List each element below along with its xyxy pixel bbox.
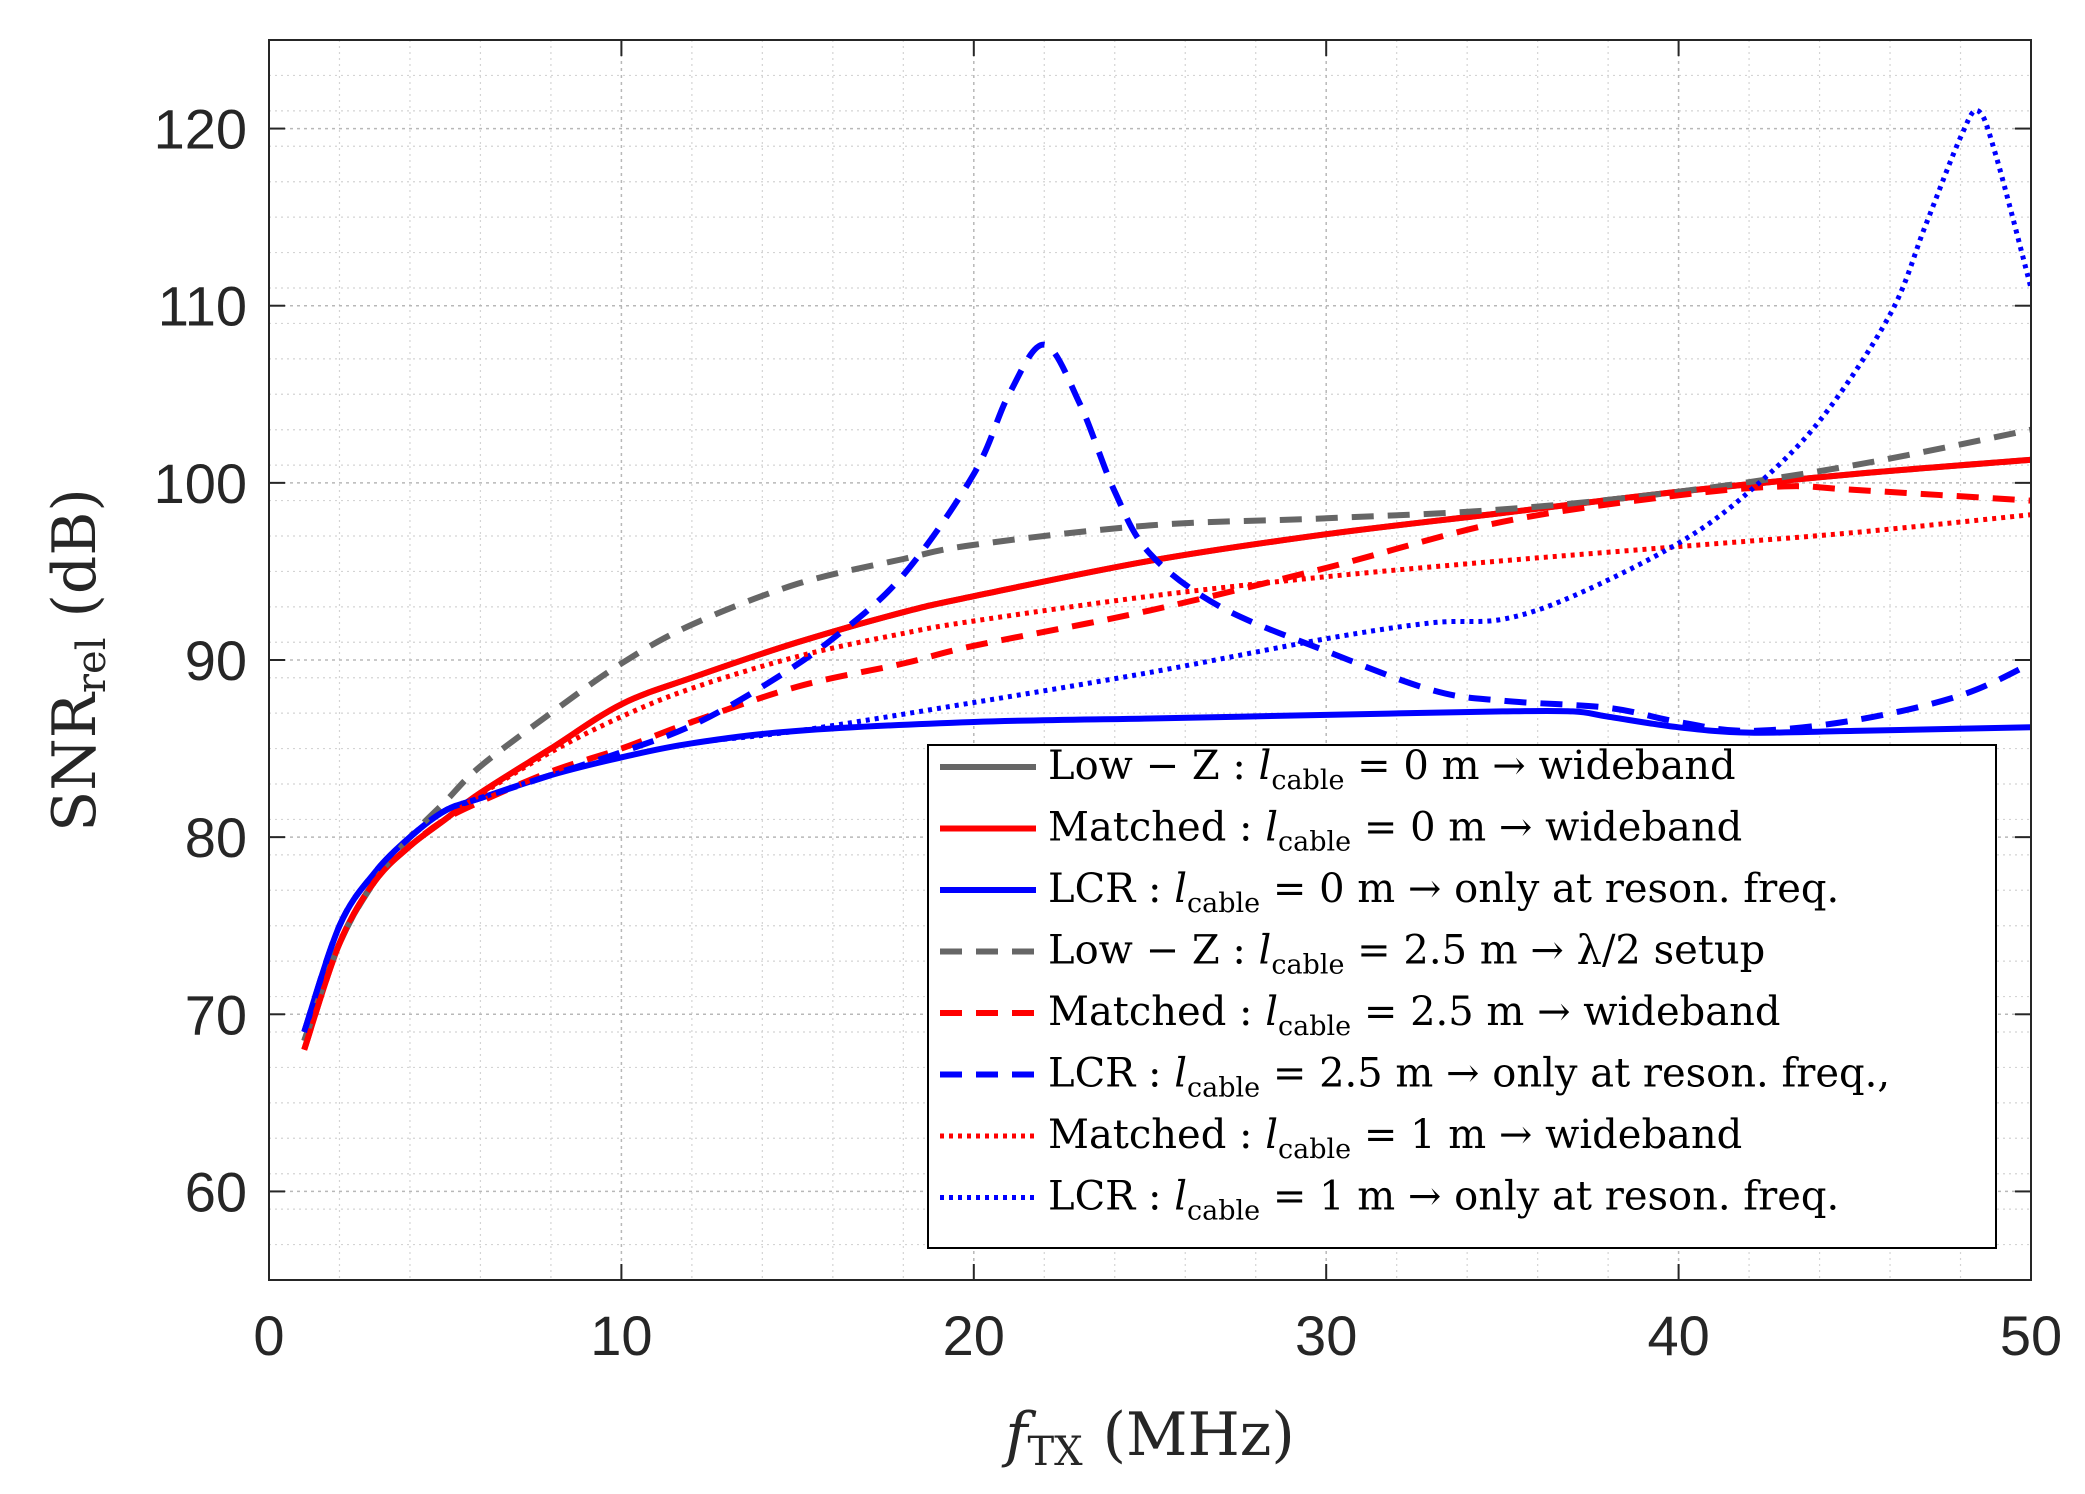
- legend-entry-8: LCR : lcable = 1 m → only at reson. freq…: [1048, 1174, 1839, 1227]
- series-line-6: [301, 341, 2031, 1033]
- y-tick-label: 60: [185, 1160, 247, 1223]
- y-tick-label: 120: [154, 98, 247, 161]
- x-tick-label: 30: [1295, 1304, 1357, 1367]
- x-tick-label: 10: [590, 1304, 652, 1367]
- legend-entry-7: Matched : lcable = 1 m → wideband: [1048, 1112, 1742, 1165]
- y-axis-label: SNRrel(dB): [40, 488, 115, 832]
- series-layer: [301, 107, 2031, 1051]
- legend-box: [927, 744, 1997, 1249]
- y-tick-label: 110: [158, 275, 247, 338]
- x-tick-label: 20: [943, 1304, 1005, 1367]
- legend-entry-1: Low − Z : lcable = 0 m → wideband: [1048, 743, 1736, 796]
- y-tick-label: 70: [185, 983, 247, 1046]
- x-axis-label: fTX (MHz): [1001, 1400, 1295, 1475]
- series-line-8: [301, 107, 2031, 1033]
- y-tick-label: 80: [185, 806, 247, 869]
- legend-entry-2: Matched : lcable = 0 m → wideband: [1048, 805, 1742, 858]
- x-tick-label: 0: [253, 1304, 284, 1367]
- tick-labels: 0 10 20 30 40 50 60 70 80 90 100 110 120: [154, 98, 2063, 1367]
- x-tick-label: 40: [1647, 1304, 1709, 1367]
- legend-entry-4: Low − Z : lcable = 2.5 m → λ/2 setup: [1048, 928, 1765, 981]
- y-tick-label: 100: [154, 452, 247, 515]
- series-line-7: [301, 512, 2031, 1051]
- legend-entry-5: Matched : lcable = 2.5 m → wideband: [1048, 989, 1780, 1042]
- y-tick-label: 90: [185, 629, 247, 692]
- legend-entry-6: LCR : lcable = 2.5 m → only at reson. fr…: [1048, 1051, 1890, 1104]
- legend-entry-3: LCR : lcable = 0 m → only at reson. freq…: [1048, 866, 1839, 919]
- series-line-5: [301, 483, 2031, 1051]
- x-tick-label: 50: [2000, 1304, 2062, 1367]
- legend: Low − Z : lcable = 0 m → wideband Matched…: [927, 743, 1997, 1249]
- tick-marks: [268, 40, 2032, 1280]
